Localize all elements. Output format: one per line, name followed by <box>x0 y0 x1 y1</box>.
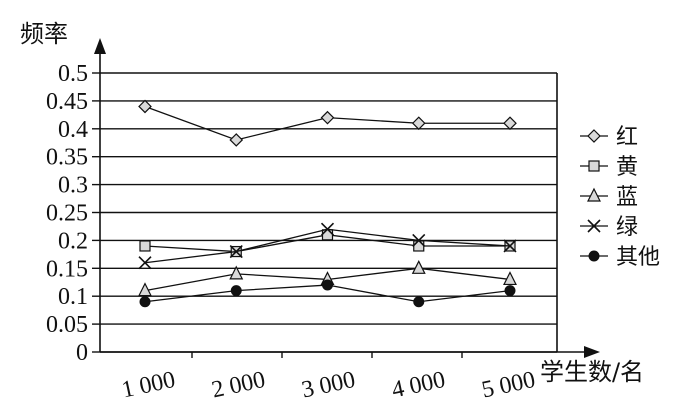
marker-triangle <box>138 282 152 297</box>
y-tick-label: 0.5 <box>58 61 88 87</box>
legend-label: 红 <box>616 125 638 150</box>
x-tick-label: 2 000 <box>209 367 267 404</box>
legend-item: 蓝 <box>580 185 638 210</box>
marker-x <box>320 222 335 236</box>
series-x <box>138 222 517 270</box>
marker-dot <box>413 296 425 308</box>
y-tick-label: 0.05 <box>46 312 88 338</box>
marker-x <box>503 239 517 253</box>
legend-item: 绿 <box>580 215 638 240</box>
x-tick-label: 5 000 <box>479 367 537 404</box>
marker-triangle <box>411 259 426 274</box>
marker-diamond <box>229 133 244 147</box>
marker-diamond <box>138 99 152 114</box>
y-tick-label: 0.45 <box>46 89 88 115</box>
marker-triangle <box>503 271 517 286</box>
marker-triangle <box>229 265 244 280</box>
marker-x <box>587 219 601 233</box>
y-axis-arrow <box>94 38 106 54</box>
marker-square <box>413 240 425 252</box>
marker-dot <box>139 296 151 308</box>
marker-x <box>138 256 152 270</box>
y-tick-label: 0.25 <box>46 201 88 227</box>
y-tick-label: 0.4 <box>58 117 88 143</box>
legend-label: 黄 <box>616 155 638 180</box>
marker-diamond <box>320 110 335 125</box>
series-diamond <box>138 99 517 147</box>
y-tick-label: 0.35 <box>46 145 88 171</box>
legend-label: 蓝 <box>616 185 638 210</box>
series-dot <box>139 279 516 308</box>
legend-item: 其他 <box>580 245 660 270</box>
legend-label: 其他 <box>616 245 660 270</box>
y-tick-label: 0.2 <box>58 228 88 254</box>
y-axis-title: 频率 <box>20 20 68 48</box>
marker-square <box>139 240 151 252</box>
x-tick-label: 3 000 <box>299 367 357 404</box>
marker-dot <box>230 285 242 297</box>
marker-x <box>229 244 243 259</box>
marker-diamond <box>503 116 517 131</box>
marker-diamond <box>587 129 601 143</box>
x-tick-label: 4 000 <box>389 367 447 404</box>
y-tick-label: 0.15 <box>46 256 88 282</box>
x-tick-label: 1 000 <box>119 367 177 404</box>
marker-diamond <box>411 116 426 131</box>
y-tick-label: 0.1 <box>58 284 88 310</box>
x-axis-arrow <box>584 346 600 358</box>
marker-square <box>321 229 334 241</box>
marker-dot <box>322 279 333 291</box>
legend-item: 红 <box>580 125 638 150</box>
legend-label: 绿 <box>616 215 638 240</box>
x-axis-title: 学生数/名 <box>540 358 644 386</box>
y-tick-label: 0.3 <box>58 173 88 199</box>
marker-dot <box>504 285 516 297</box>
y-tick-label: 0 <box>76 340 88 366</box>
marker-square <box>588 160 600 172</box>
marker-dot <box>588 250 600 262</box>
legend-item: 黄 <box>580 155 638 180</box>
marker-triangle <box>587 187 601 202</box>
marker-x <box>412 233 426 247</box>
